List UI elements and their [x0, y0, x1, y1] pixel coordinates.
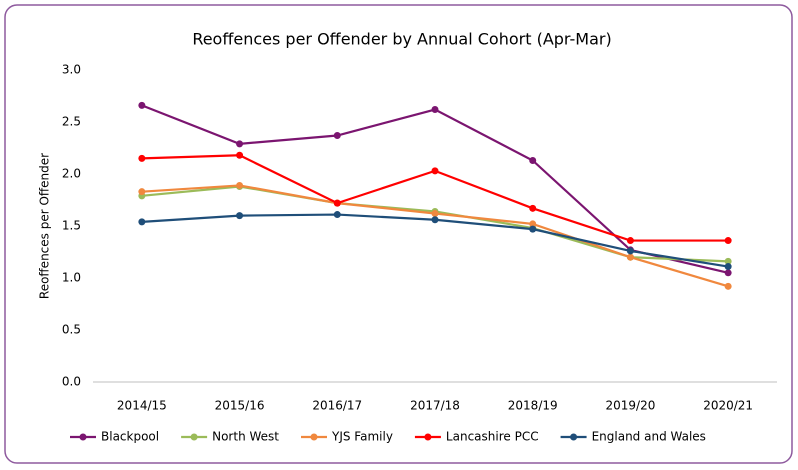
y-tick-label: 0.5: [62, 323, 81, 337]
data-point: [529, 204, 537, 212]
data-point: [724, 263, 732, 271]
x-tick-label: 2020/21: [703, 399, 753, 413]
data-point: [724, 257, 732, 265]
data-point: [626, 247, 634, 255]
data-point: [236, 151, 244, 159]
data-point: [431, 210, 439, 218]
legend-label: Blackpool: [101, 430, 159, 444]
data-point: [626, 237, 634, 245]
y-tick-label: 3.0: [62, 63, 81, 77]
data-point: [138, 218, 146, 226]
y-tick-label: 1.0: [62, 271, 81, 285]
legend-marker: [79, 433, 87, 441]
data-point: [724, 269, 732, 277]
data-point: [138, 188, 146, 196]
legend-label: England and Wales: [592, 430, 706, 444]
x-tick-label: 2014/15: [117, 399, 167, 413]
data-point: [236, 140, 244, 148]
x-tick-label: 2018/19: [508, 399, 558, 413]
data-point: [626, 253, 634, 261]
legend-label: Lancashire PCC: [446, 430, 539, 444]
x-tick-label: 2016/17: [312, 399, 362, 413]
data-point: [236, 212, 244, 220]
data-point: [724, 282, 732, 290]
data-point: [431, 106, 439, 114]
legend-marker: [190, 433, 198, 441]
data-point: [431, 167, 439, 175]
data-point: [529, 156, 537, 164]
data-point: [431, 216, 439, 224]
legend-marker: [424, 433, 432, 441]
data-point: [529, 220, 537, 228]
y-tick-label: 0.0: [62, 375, 81, 389]
data-point: [724, 237, 732, 245]
data-point: [236, 181, 244, 189]
data-point: [333, 199, 341, 207]
y-tick-label: 1.5: [62, 219, 81, 233]
chart-border: [4, 4, 793, 464]
y-tick-label: 2.5: [62, 115, 81, 129]
y-axis-label: Reoffences per Offender: [38, 153, 52, 299]
x-tick-label: 2015/16: [215, 399, 265, 413]
y-tick-label: 2.0: [62, 167, 81, 181]
legend-marker: [310, 433, 318, 441]
data-point: [529, 225, 537, 233]
data-point: [333, 211, 341, 219]
data-point: [138, 154, 146, 162]
data-point: [138, 101, 146, 109]
legend-marker: [570, 433, 578, 441]
chart-title: Reoffences per Offender by Annual Cohort…: [192, 30, 611, 49]
x-tick-label: 2017/18: [410, 399, 460, 413]
x-tick-label: 2019/20: [605, 399, 655, 413]
legend-label: North West: [212, 430, 279, 444]
legend-label: YJS Family: [331, 430, 393, 444]
data-point: [333, 132, 341, 140]
